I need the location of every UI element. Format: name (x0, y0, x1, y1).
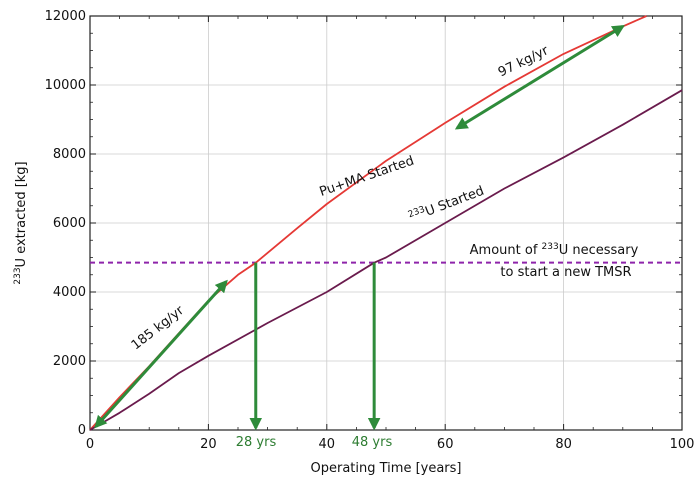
y-tick-label: 4000 (53, 285, 86, 300)
x-axis-title: Operating Time [years] (311, 461, 462, 476)
rate-early-arrow (94, 279, 228, 429)
threshold-label-line2: to start a new TMSR (500, 265, 631, 280)
threshold-label-post: U necessary (559, 243, 639, 258)
y-axis-title-sup: 233 (13, 267, 23, 284)
years-a-label: 28 yrs (236, 435, 277, 450)
rate-late-arrow (454, 25, 625, 130)
years-b-label: 48 yrs (352, 435, 393, 450)
arrow-annotations (94, 25, 625, 431)
x-tick-label: 40 (319, 437, 336, 452)
y-axis-title: 233U extracted [kg] (13, 161, 29, 284)
y-tick-label: 12000 (45, 9, 86, 24)
y-tick-label: 2000 (53, 354, 86, 369)
x-tick-label: 80 (555, 437, 572, 452)
axis-ticks: 0 20 40 60 80 100 0 2000 4000 6000 8000 10000 12000 (45, 9, 695, 452)
x-tick-label: 20 (200, 437, 217, 452)
x-tick-label: 60 (437, 437, 454, 452)
threshold-label-pre: Amount of (470, 243, 542, 258)
x-tick-label: 100 (670, 437, 695, 452)
y-tick-label: 0 (78, 423, 86, 438)
y-axis-title-main: U extracted [kg] (14, 161, 29, 267)
y-tick-label: 6000 (53, 216, 86, 231)
y-tick-label: 10000 (45, 78, 86, 93)
x-tick-label: 0 (86, 437, 94, 452)
threshold-label-sup: 233 (542, 242, 559, 252)
y-tick-label: 8000 (53, 147, 86, 162)
threshold-label-line1: Amount of 233U necessary (470, 242, 639, 258)
